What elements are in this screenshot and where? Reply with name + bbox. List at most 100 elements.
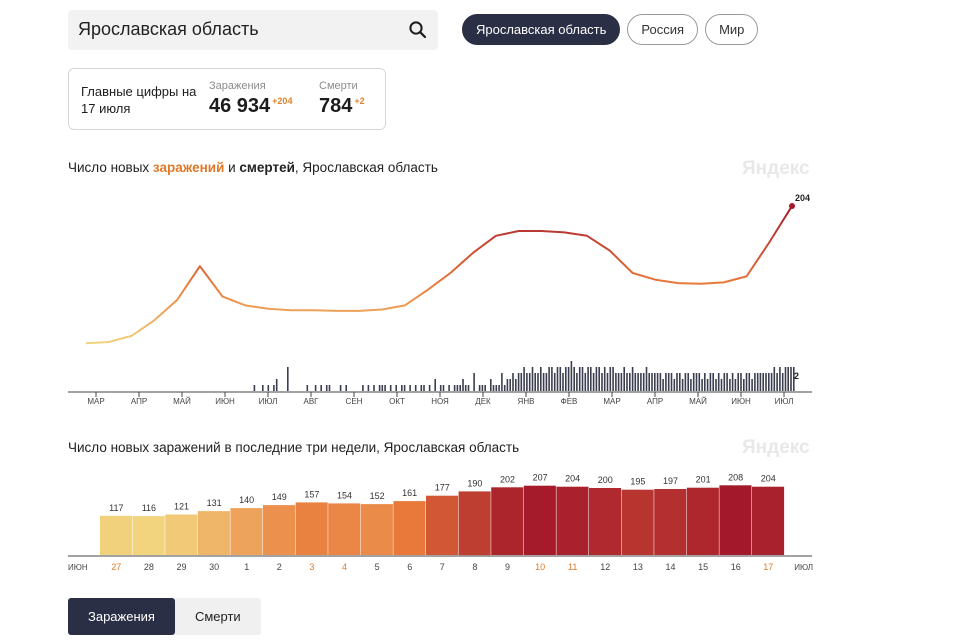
deaths-bar — [381, 385, 384, 391]
search-icon[interactable] — [408, 20, 428, 40]
bar — [491, 487, 524, 555]
deaths-bar — [651, 373, 653, 391]
deaths-bar — [592, 373, 595, 391]
deaths-bar — [414, 385, 417, 391]
bar-category-label: 15 — [698, 562, 708, 572]
chart1-x-tick-label: НОЯ — [431, 397, 449, 406]
bar-category-label: 8 — [472, 562, 477, 572]
deaths-bar — [320, 385, 322, 391]
deaths-bar — [745, 373, 748, 391]
bar-category-label: 29 — [176, 562, 186, 572]
deaths-bar — [776, 373, 778, 391]
deaths-bar — [612, 367, 614, 391]
deaths-bar — [737, 373, 739, 391]
deaths-bar — [262, 385, 264, 391]
deaths-bar — [684, 373, 687, 391]
deaths-bar — [606, 373, 609, 391]
chart1-title-deaths: смертей — [239, 160, 295, 175]
chart1-x-tick-label: АПР — [131, 397, 147, 406]
deaths-bar — [620, 373, 623, 391]
deaths-bar — [754, 373, 756, 391]
deaths-bar — [629, 373, 631, 391]
bar-value-label: 117 — [109, 503, 123, 513]
bar — [426, 495, 459, 555]
chart1-x-tick-label: МАР — [87, 397, 104, 406]
deaths-bar — [345, 385, 347, 391]
deaths-bar — [459, 385, 461, 391]
bar-value-label: 121 — [174, 502, 189, 512]
search-input[interactable]: Ярославская область — [78, 19, 259, 39]
summary-card: Главные цифры на 17 июля Заражения 46 93… — [68, 68, 386, 130]
bar-category-label: 30 — [209, 562, 219, 572]
deaths-bar — [495, 385, 498, 391]
deaths-bar — [403, 385, 406, 391]
infections-end-point — [789, 203, 795, 209]
bar — [458, 491, 491, 556]
tab-infections[interactable]: Заражения — [68, 598, 175, 635]
deaths-bar — [709, 373, 712, 391]
deaths-bar — [717, 373, 720, 391]
bar-category-label: 2 — [277, 562, 282, 572]
chart1-x-tick-label: ФЕВ — [561, 397, 578, 406]
deaths-bar — [501, 373, 503, 391]
chart1-x-tick-label: ИЮЛ — [775, 397, 794, 406]
tab-yaroslavl-region[interactable]: Ярославская область — [462, 14, 621, 45]
deaths-bar — [731, 373, 734, 391]
bar — [686, 487, 719, 555]
deaths-bar — [634, 373, 637, 391]
deaths-bar — [526, 373, 528, 391]
chart1-x-tick-label: МАЙ — [173, 397, 191, 406]
chart1-x-tick-label: МАЙ — [689, 397, 707, 406]
deaths-bar — [581, 367, 584, 391]
bar-value-label: 195 — [630, 477, 645, 487]
chart1-title-pre: Число новых — [68, 160, 153, 175]
deaths-bar — [762, 373, 764, 391]
deaths-bar — [448, 385, 450, 391]
bar — [230, 508, 263, 555]
bar-category-label: 1 — [244, 562, 249, 572]
bar — [556, 486, 589, 555]
bar — [360, 504, 393, 555]
infections-line — [85, 205, 793, 345]
deaths-value: 784 — [319, 95, 353, 117]
deaths-bar — [687, 373, 689, 391]
tab-world[interactable]: Мир — [705, 14, 759, 45]
bar — [719, 485, 752, 555]
deaths-bar — [748, 373, 751, 391]
deaths-bar — [542, 373, 545, 391]
deaths-bar — [325, 385, 328, 391]
deaths-bar — [584, 373, 587, 391]
deaths-bar — [537, 373, 539, 391]
tab-deaths[interactable]: Смерти — [174, 598, 261, 635]
deaths-bar — [706, 379, 709, 391]
bar-value-label: 201 — [696, 475, 711, 485]
deaths-bar — [384, 385, 386, 391]
deaths-bar — [509, 379, 511, 391]
bar-value-label: 200 — [598, 475, 613, 485]
chart1-x-tick-label: ИЮЛ — [259, 397, 278, 406]
bar-category-label: 13 — [633, 562, 643, 572]
yandex-watermark-1: Яндекс — [742, 158, 810, 179]
deaths-bar — [576, 373, 578, 391]
deaths-bar — [484, 385, 486, 391]
deaths-bar — [453, 385, 456, 391]
deaths-bar — [631, 367, 634, 391]
deaths-bar — [729, 379, 731, 391]
bar-category-label: 4 — [342, 562, 347, 572]
chart1-x-tick-label: МАР — [603, 397, 620, 406]
chart1-title-mid: и — [224, 160, 240, 175]
deaths-bar — [517, 373, 520, 391]
deaths-bar — [267, 385, 270, 391]
deaths-bar — [275, 379, 278, 391]
search-box[interactable]: Ярославская область — [68, 10, 438, 50]
deaths-bar — [770, 373, 773, 391]
deaths-bar — [420, 385, 423, 391]
deaths-bar — [428, 385, 431, 391]
deaths-bar — [692, 373, 695, 391]
tab-russia[interactable]: Россия — [627, 14, 699, 45]
chart1-x-tick-label: ИЮН — [731, 397, 751, 406]
bar-category-label: 28 — [144, 562, 154, 572]
deaths-bar — [751, 379, 753, 391]
deaths-bar — [373, 385, 375, 391]
deaths-stat: Смерти 784 +2 — [319, 80, 365, 118]
